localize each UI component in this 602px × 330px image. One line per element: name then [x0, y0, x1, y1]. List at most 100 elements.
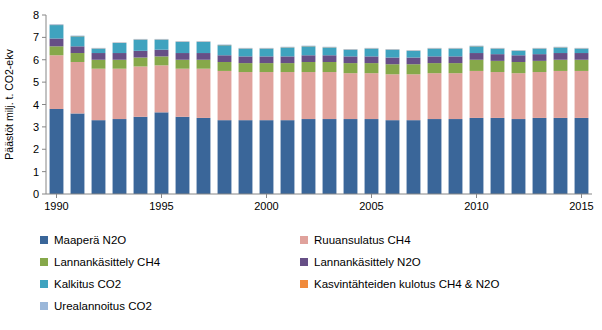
bar-segment [407, 58, 421, 65]
bar-segment [491, 49, 505, 55]
bar-segment [239, 47, 253, 48]
bar-segment [491, 54, 505, 61]
bar-segment [281, 46, 295, 47]
bar-segment [71, 62, 85, 113]
bar-segment [155, 65, 169, 112]
bar-segment [533, 72, 547, 118]
bar-segment [302, 62, 316, 72]
bar-segment [512, 50, 526, 51]
bar-segment [281, 56, 295, 63]
bar-segment [533, 49, 547, 55]
bar-segment [176, 41, 190, 42]
bar-segment [554, 53, 568, 60]
bar-segment [512, 119, 526, 194]
bar-segment [281, 63, 295, 72]
bar-segment [302, 45, 316, 46]
bar-segment [218, 55, 232, 62]
bar-segment [134, 58, 148, 67]
bar-segment [71, 35, 85, 36]
bar-segment [92, 47, 106, 48]
legend-swatch [40, 258, 48, 266]
y-tick [42, 126, 46, 127]
bar-segment [554, 60, 568, 71]
bar-segment [50, 24, 64, 25]
y-tick-label: 4 [33, 99, 39, 111]
bar-segment [134, 66, 148, 116]
y-tick-label: 7 [33, 31, 39, 43]
legend-swatch [300, 280, 308, 288]
bar-segment [449, 119, 463, 194]
legend-label: Urealannoitus CO2 [54, 300, 152, 312]
legend-swatch [300, 258, 308, 266]
bar-segment [239, 48, 253, 49]
bar-segment [155, 40, 169, 50]
bar-segment [134, 40, 148, 51]
bar-segment [512, 55, 526, 62]
bar-segment [428, 49, 442, 57]
bar-segment [71, 53, 85, 62]
legend-swatch [40, 280, 48, 288]
y-tick [42, 15, 46, 16]
bar-segment [176, 60, 190, 69]
bar-segment [533, 54, 547, 61]
bar-segment [218, 71, 232, 120]
bar-segment [449, 63, 463, 73]
bar-segment [575, 118, 589, 194]
legend-label: Lannankäsittely N2O [314, 256, 421, 268]
bar-segment [512, 51, 526, 55]
bar-segment [155, 112, 169, 194]
bar-segment [428, 56, 442, 63]
bar-segment [407, 51, 421, 58]
x-tick-label: 2015 [569, 200, 593, 212]
bar-segment [407, 74, 421, 120]
bar-segment [176, 69, 190, 117]
bar-segment [407, 50, 421, 51]
bar-segment [407, 120, 421, 194]
bar-segment [302, 46, 316, 55]
bar-segment [344, 49, 358, 50]
bar-segment [260, 120, 274, 194]
legend-swatch [40, 236, 48, 244]
bar-segment [386, 64, 400, 74]
bar-segment [113, 53, 127, 60]
bar-segment [323, 47, 337, 55]
bar-segment [113, 60, 127, 69]
bar-segment [428, 63, 442, 73]
bar-segment [428, 119, 442, 194]
bar-segment [575, 49, 589, 53]
bar-segment [218, 44, 232, 45]
bar-segment [113, 42, 127, 43]
x-tick-label: 1995 [149, 200, 173, 212]
x-tick-label: 2000 [254, 200, 278, 212]
bar-segment [365, 48, 379, 49]
bar-segment [50, 109, 64, 194]
bar-segment [113, 43, 127, 53]
bar-segment [302, 72, 316, 119]
bar-segment [407, 64, 421, 74]
legend: Maaperä N2ORuuansulatus CH4Lannankäsitte… [40, 234, 499, 312]
bar-segment [260, 48, 274, 49]
bar-segment [92, 120, 106, 194]
bar-segment [554, 47, 568, 53]
bar-segment [575, 48, 589, 49]
bar-segment [491, 118, 505, 194]
y-tick-label: 2 [33, 143, 39, 155]
bar-segment [134, 38, 148, 39]
bar-segment [197, 53, 211, 60]
bar-segment [344, 63, 358, 73]
bar-segment [428, 73, 442, 119]
bar-segment [92, 60, 106, 69]
bar-segment [197, 42, 211, 53]
x-tick [476, 194, 477, 198]
bar-segment [197, 60, 211, 69]
legend-label: Kasvintähteiden kulotus CH4 & N2O [314, 278, 499, 290]
bar-segment [134, 51, 148, 58]
bar-segment [260, 63, 274, 72]
bar-segment [365, 63, 379, 73]
bar-segment [71, 46, 85, 53]
bar-segment [239, 49, 253, 57]
bar-segment [176, 42, 190, 53]
bar-segment [449, 73, 463, 119]
bar-segment [365, 73, 379, 119]
bar-segment [386, 120, 400, 194]
